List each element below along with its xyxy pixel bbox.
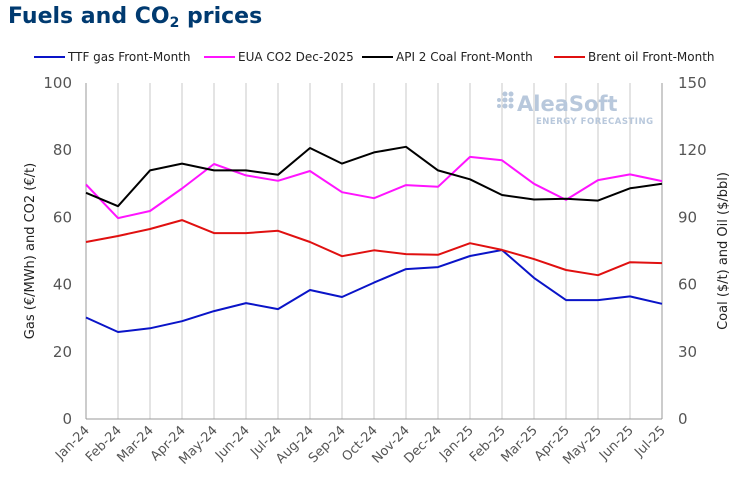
- right-y-tick-label: 120: [678, 141, 707, 159]
- series-line: [85, 145, 663, 208]
- left-y-tick-label: 100: [43, 74, 72, 92]
- x-tick-labels: Jan-24Feb-24Mar-24Apr-24May-24Jun-24Jul-…: [52, 423, 669, 467]
- left-y-tick-labels: 0 20 40 60 80 100: [43, 74, 72, 428]
- chart-series: [85, 145, 663, 333]
- logo-tagline: ENERGY FORECASTING: [536, 117, 654, 127]
- legend-label: Brent oil Front-Month: [588, 50, 715, 64]
- left-y-tick-label: 60: [53, 208, 72, 226]
- aleasoft-logo: AleaSoft ENERGY FORECASTING: [497, 91, 654, 127]
- right-y-tick-label: 90: [678, 208, 697, 226]
- right-y-axis-label: Coal ($/t) and Oil ($/bbl): [716, 172, 730, 330]
- chart-title-subscript: 2: [169, 15, 180, 31]
- x-tick-label: Jul-25: [631, 423, 668, 460]
- legend-label: TTF gas Front-Month: [67, 50, 191, 64]
- right-y-tick-label: 60: [678, 276, 697, 294]
- x-tick-label: Jun-24: [212, 423, 253, 464]
- chart-title-tail: prices: [179, 4, 263, 29]
- series-line: [85, 155, 663, 220]
- x-tick-label: Mar-25: [498, 423, 540, 465]
- left-y-tick-label: 80: [53, 141, 72, 159]
- legend-label: EUA CO2 Dec-2025: [238, 50, 354, 64]
- left-y-tick-label: 20: [53, 343, 72, 361]
- left-y-tick-label: 0: [62, 410, 72, 428]
- right-y-tick-label: 0: [678, 410, 688, 428]
- legend-label: API 2 Coal Front-Month: [396, 50, 533, 64]
- right-y-tick-label: 30: [678, 343, 697, 361]
- chart-legend: TTF gas Front-Month EUA CO2 Dec-2025 API 2…: [34, 50, 715, 64]
- x-tick-label: Jun-25: [596, 423, 637, 464]
- series-line: [85, 249, 663, 333]
- right-y-tick-labels: 0 30 60 90 120 150: [678, 74, 707, 428]
- logo-dots-icon: [497, 91, 514, 109]
- x-tick-label: Mar-24: [114, 423, 156, 465]
- left-y-tick-label: 40: [53, 276, 72, 294]
- right-y-tick-label: 150: [678, 74, 707, 92]
- left-y-axis-label: Gas (€/MWh) and CO2 (€/t): [23, 163, 38, 339]
- series-line: [85, 219, 663, 277]
- chart-axes: [85, 83, 663, 420]
- chart-title: Fuels and CO2 prices: [8, 4, 262, 31]
- chart-title-main: Fuels and CO: [8, 4, 170, 29]
- logo-name: AleaSoft: [517, 92, 618, 116]
